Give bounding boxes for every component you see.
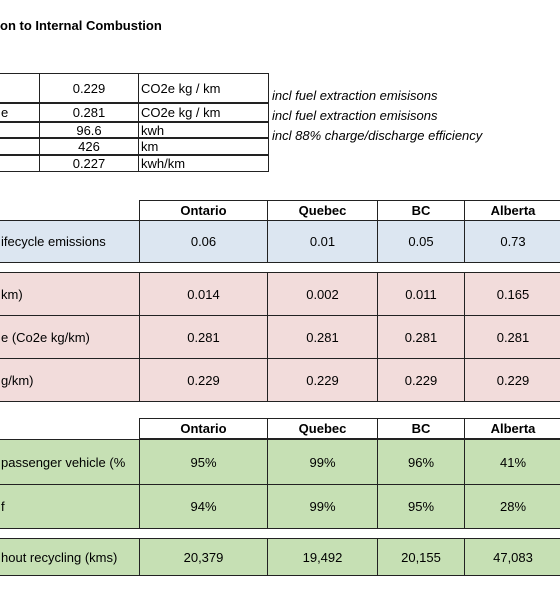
column-header: Alberta: [464, 418, 560, 439]
row-label: g/km): [0, 358, 141, 402]
column-header: Ontario: [139, 418, 268, 439]
value-cell: 0.229: [39, 73, 139, 103]
value-cell: 28%: [464, 484, 560, 529]
value-cell: 0.281: [39, 103, 139, 122]
row-label: e: [0, 103, 40, 122]
value-cell: 0.281: [139, 315, 268, 359]
value-cell: 19,492: [267, 538, 378, 576]
column-header: Alberta: [464, 200, 560, 221]
value-cell: 0.229: [139, 358, 268, 402]
row-label: [0, 155, 40, 172]
unit-cell: kwh/km: [138, 155, 269, 172]
value-cell: 0.05: [377, 220, 465, 263]
value-cell: 0.73: [464, 220, 560, 263]
value-cell: 0.281: [377, 315, 465, 359]
note: incl fuel extraction emisisons: [272, 107, 438, 123]
column-header: BC: [377, 200, 465, 221]
unit-cell: CO2e kg / km: [138, 103, 269, 122]
value-cell: 99%: [267, 484, 378, 529]
value-cell: 0.06: [139, 220, 268, 263]
value-cell: 0.165: [464, 272, 560, 316]
value-cell: 0.281: [464, 315, 560, 359]
column-header: BC: [377, 418, 465, 439]
value-cell: 0.229: [377, 358, 465, 402]
row-label: hout recycling (kms): [0, 538, 141, 576]
value-cell: 0.281: [267, 315, 378, 359]
value-cell: 95%: [377, 484, 465, 529]
value-cell: 0.01: [267, 220, 378, 263]
value-cell: 20,379: [139, 538, 268, 576]
value-cell: 41%: [464, 439, 560, 485]
note: incl fuel extraction emisisons: [272, 87, 438, 103]
value-cell: 96%: [377, 439, 465, 485]
row-label: e (Co2e kg/km): [0, 315, 141, 359]
unit-cell: kwh: [138, 122, 269, 138]
unit-cell: CO2e kg / km: [138, 73, 269, 103]
value-cell: 0.227: [39, 155, 139, 172]
value-cell: 99%: [267, 439, 378, 485]
value-cell: 95%: [139, 439, 268, 485]
column-header: Quebec: [267, 418, 378, 439]
value-cell: 0.229: [464, 358, 560, 402]
value-cell: 0.229: [267, 358, 378, 402]
column-header: Ontario: [139, 200, 268, 221]
unit-cell: km: [138, 138, 269, 155]
row-label: ifecycle emissions: [0, 220, 141, 263]
value-cell: 0.011: [377, 272, 465, 316]
row-label: km): [0, 272, 141, 316]
row-label: [0, 73, 40, 103]
row-label: [0, 138, 40, 155]
note: incl 88% charge/discharge efficiency: [272, 127, 483, 143]
row-label: passenger vehicle (%: [0, 439, 141, 485]
value-cell: 0.002: [267, 272, 378, 316]
value-cell: 94%: [139, 484, 268, 529]
column-header: Quebec: [267, 200, 378, 221]
value-cell: 47,083: [464, 538, 560, 576]
row-label: f: [0, 484, 141, 529]
value-cell: 96.6: [39, 122, 139, 138]
value-cell: 0.014: [139, 272, 268, 316]
sheet-title: on to Internal Combustion: [0, 17, 162, 33]
value-cell: 426: [39, 138, 139, 155]
value-cell: 20,155: [377, 538, 465, 576]
row-label: [0, 122, 40, 138]
